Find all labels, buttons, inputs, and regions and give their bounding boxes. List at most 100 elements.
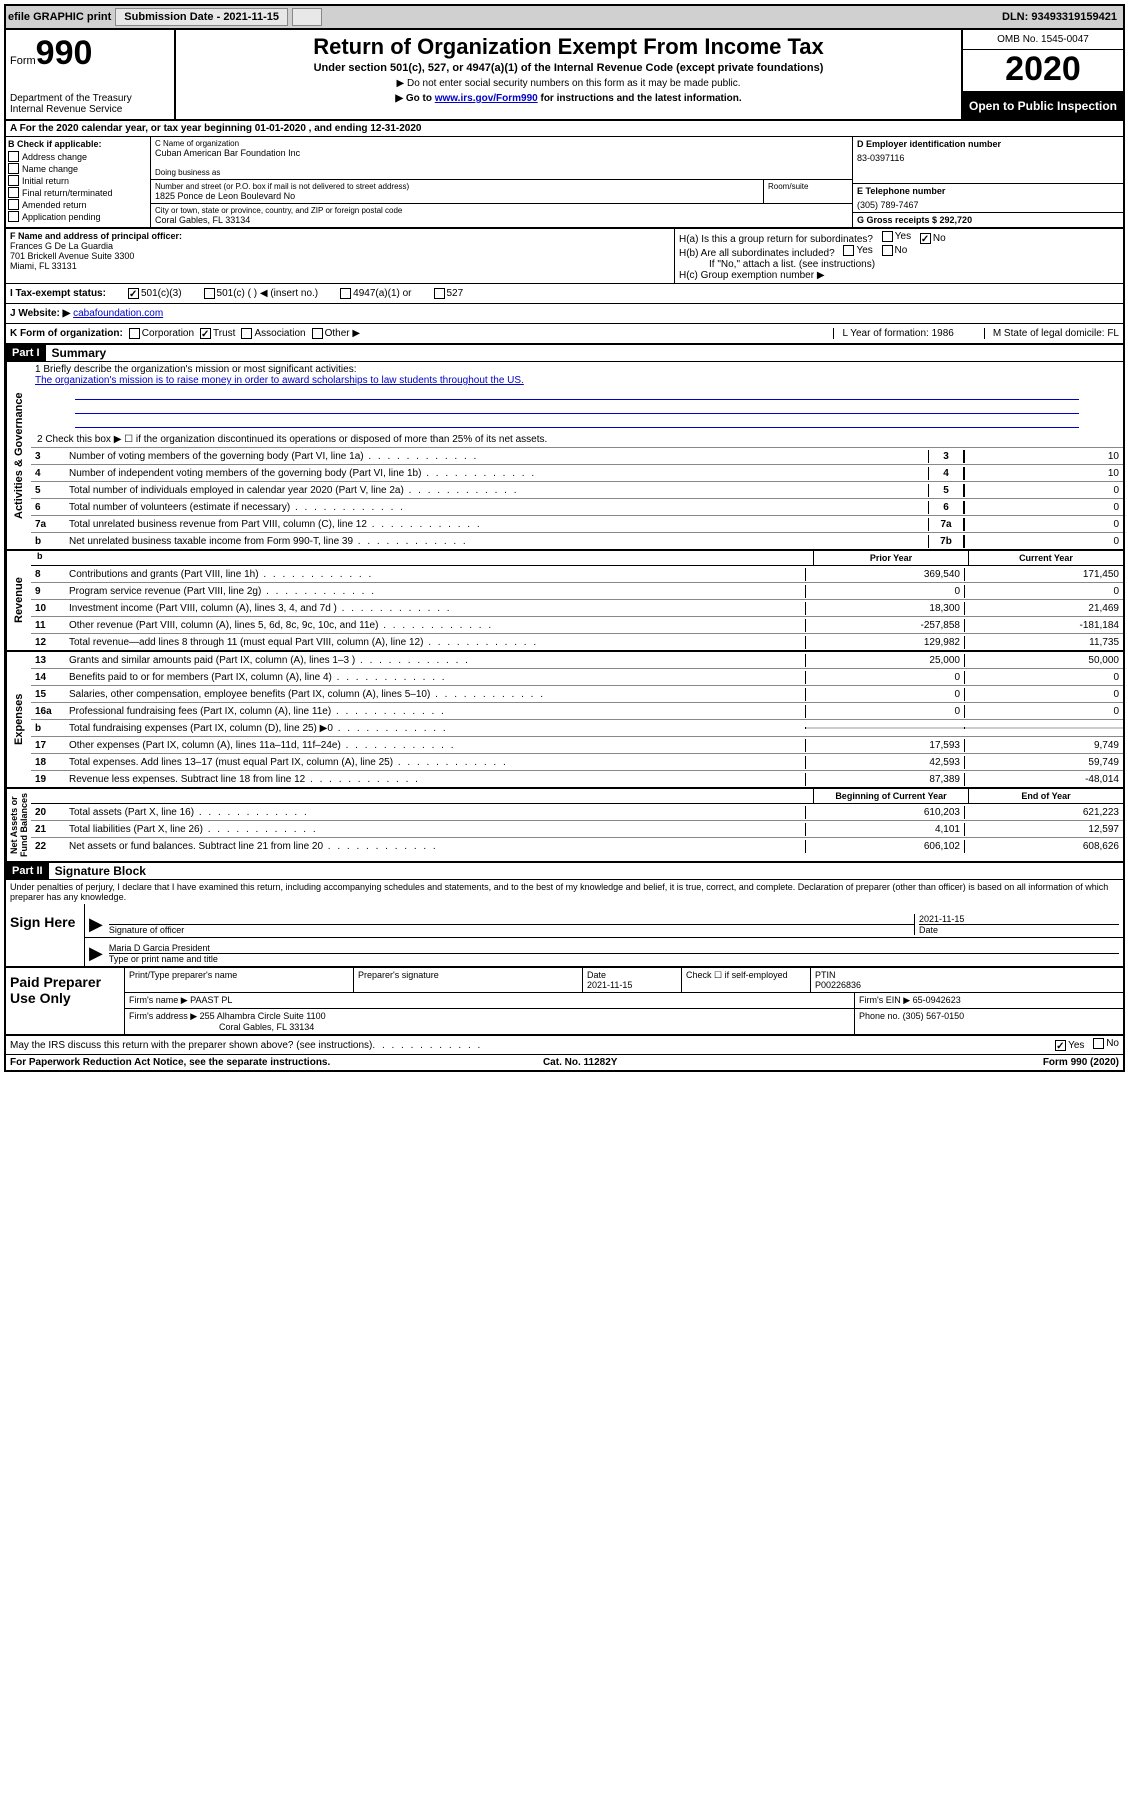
arrow-icon: ▶ xyxy=(89,943,109,964)
k-assoc[interactable] xyxy=(241,328,252,339)
checkbox-final-return[interactable] xyxy=(8,187,19,198)
gross-receipts: G Gross receipts $ 292,720 xyxy=(857,215,1119,225)
ha-no[interactable] xyxy=(920,233,931,244)
checkbox-pending[interactable] xyxy=(8,211,19,222)
topbar: efile GRAPHIC print Submission Date - 20… xyxy=(6,6,1123,30)
i-501c[interactable] xyxy=(204,288,215,299)
table-row: 16aProfessional fundraising fees (Part I… xyxy=(31,703,1123,720)
officer-name-title: Maria D Garcia President xyxy=(109,943,1119,953)
firm-phone: (305) 567-0150 xyxy=(903,1011,965,1021)
discuss-yes[interactable] xyxy=(1055,1040,1066,1051)
line-2: 2 Check this box ▶ ☐ if the organization… xyxy=(31,431,1123,448)
form-ref: Form 990 (2020) xyxy=(1043,1057,1119,1068)
dba-label: Doing business as xyxy=(155,168,848,177)
end-year-header: End of Year xyxy=(968,789,1123,803)
checkbox-name-change[interactable] xyxy=(8,163,19,174)
side-label-net: Net Assets orFund Balances xyxy=(6,789,31,861)
footer: For Paperwork Reduction Act Notice, see … xyxy=(6,1055,1123,1070)
paid-preparer-label: Paid Preparer Use Only xyxy=(6,968,125,1034)
prep-sig-label: Preparer's signature xyxy=(354,968,583,992)
ha-yes[interactable] xyxy=(882,231,893,242)
discuss-row: May the IRS discuss this return with the… xyxy=(6,1036,1123,1055)
section-j: J Website: ▶ cabafoundation.com xyxy=(6,304,1123,324)
table-row: 5Total number of individuals employed in… xyxy=(31,482,1123,499)
name-title-label: Type or print name and title xyxy=(109,953,1119,964)
revenue-section: Revenue b Prior Year Current Year 8Contr… xyxy=(6,551,1123,652)
sign-here-section: Sign Here ▶ Signature of officer 2021-11… xyxy=(6,904,1123,968)
firm-addr1: 255 Alhambra Circle Suite 1100 xyxy=(200,1011,326,1021)
prep-name-label: Print/Type preparer's name xyxy=(125,968,354,992)
firm-ein: 65-0942623 xyxy=(913,995,961,1005)
org-name: Cuban American Bar Foundation Inc xyxy=(155,148,848,158)
ptin-value: P00226836 xyxy=(815,980,1119,990)
checkbox-amended[interactable] xyxy=(8,199,19,210)
table-row: bTotal fundraising expenses (Part IX, co… xyxy=(31,720,1123,737)
hb-no[interactable] xyxy=(882,245,893,256)
omb-number: OMB No. 1545-0047 xyxy=(963,30,1123,50)
i-4947[interactable] xyxy=(340,288,351,299)
k-trust[interactable] xyxy=(200,328,211,339)
side-label-expenses: Expenses xyxy=(6,652,31,787)
side-label-gov: Activities & Governance xyxy=(6,362,31,549)
table-row: 15Salaries, other compensation, employee… xyxy=(31,686,1123,703)
self-employed-check[interactable]: Check ☐ if self-employed xyxy=(682,968,811,992)
activities-governance: Activities & Governance 1 Briefly descri… xyxy=(6,362,1123,551)
form-subtitle: Under section 501(c), 527, or 4947(a)(1)… xyxy=(182,62,955,74)
ha-label: H(a) Is this a group return for subordin… xyxy=(679,234,873,245)
city-label: City or town, state or province, country… xyxy=(155,206,848,215)
form-note-1: ▶ Do not enter social security numbers o… xyxy=(182,78,955,89)
submission-date-button[interactable]: Submission Date - 2021-11-15 xyxy=(115,8,288,26)
officer-addr1: 701 Brickell Avenue Suite 3300 xyxy=(10,251,670,261)
table-row: 12Total revenue—add lines 8 through 11 (… xyxy=(31,634,1123,650)
org-address: 1825 Ponce de Leon Boulevard No xyxy=(155,191,759,201)
hb-label: H(b) Are all subordinates included? xyxy=(679,248,835,259)
discuss-no[interactable] xyxy=(1093,1038,1104,1049)
header-center: Return of Organization Exempt From Incom… xyxy=(176,30,961,119)
i-501c3[interactable] xyxy=(128,288,139,299)
irs-label: Internal Revenue Service xyxy=(10,104,170,115)
website-link[interactable]: cabafoundation.com xyxy=(73,308,163,319)
tel-label: E Telephone number xyxy=(857,186,1119,196)
sign-here-label: Sign Here xyxy=(6,904,85,966)
k-corp[interactable] xyxy=(129,328,140,339)
hb-yes[interactable] xyxy=(843,245,854,256)
k-label: K Form of organization: xyxy=(10,328,123,339)
checkbox-initial-return[interactable] xyxy=(8,175,19,186)
discuss-text: May the IRS discuss this return with the… xyxy=(10,1040,372,1051)
i-527[interactable] xyxy=(434,288,445,299)
officer-name: Frances G De La Guardia xyxy=(10,241,670,251)
j-label: J Website: ▶ xyxy=(10,308,70,319)
tel-value: (305) 789-7467 xyxy=(857,196,1119,210)
addr-label: Number and street (or P.O. box if mail i… xyxy=(155,182,759,191)
table-row: 20Total assets (Part X, line 16)610,2036… xyxy=(31,804,1123,821)
mission-label: 1 Briefly describe the organization's mi… xyxy=(35,364,1119,375)
l-year: L Year of formation: 1986 xyxy=(833,328,953,339)
blank-button[interactable] xyxy=(292,8,322,26)
firm-addr2: Coral Gables, FL 33134 xyxy=(129,1022,314,1032)
part2-title: Signature Block xyxy=(49,864,146,878)
section-c: C Name of organization Cuban American Ba… xyxy=(151,137,1123,227)
k-other[interactable] xyxy=(312,328,323,339)
officer-label: F Name and address of principal officer: xyxy=(10,231,670,241)
dln-label: DLN: 93493319159421 xyxy=(1002,11,1121,23)
section-d: D Employer identification number 83-0397… xyxy=(852,137,1123,227)
table-row: 10Investment income (Part VIII, column (… xyxy=(31,600,1123,617)
declaration-text: Under penalties of perjury, I declare th… xyxy=(6,880,1123,904)
checkbox-address-change[interactable] xyxy=(8,151,19,162)
table-row: 8Contributions and grants (Part VIII, li… xyxy=(31,566,1123,583)
prep-date: 2021-11-15 xyxy=(587,980,677,990)
cat-no: Cat. No. 11282Y xyxy=(543,1057,617,1068)
table-row: 17Other expenses (Part IX, column (A), l… xyxy=(31,737,1123,754)
form-number: 990 xyxy=(36,34,93,72)
part1-header: Part I Summary xyxy=(6,345,1123,362)
mission-line xyxy=(75,401,1079,414)
table-row: 21Total liabilities (Part X, line 26)4,1… xyxy=(31,821,1123,838)
table-row: 19Revenue less expenses. Subtract line 1… xyxy=(31,771,1123,787)
irs-link[interactable]: www.irs.gov/Form990 xyxy=(435,93,538,104)
current-year-header: Current Year xyxy=(968,551,1123,565)
room-label: Room/suite xyxy=(768,182,848,191)
form-title: Return of Organization Exempt From Incom… xyxy=(182,34,955,60)
table-row: 11Other revenue (Part VIII, column (A), … xyxy=(31,617,1123,634)
table-row: 22Net assets or fund balances. Subtract … xyxy=(31,838,1123,854)
header-right: OMB No. 1545-0047 2020 Open to Public In… xyxy=(961,30,1123,119)
